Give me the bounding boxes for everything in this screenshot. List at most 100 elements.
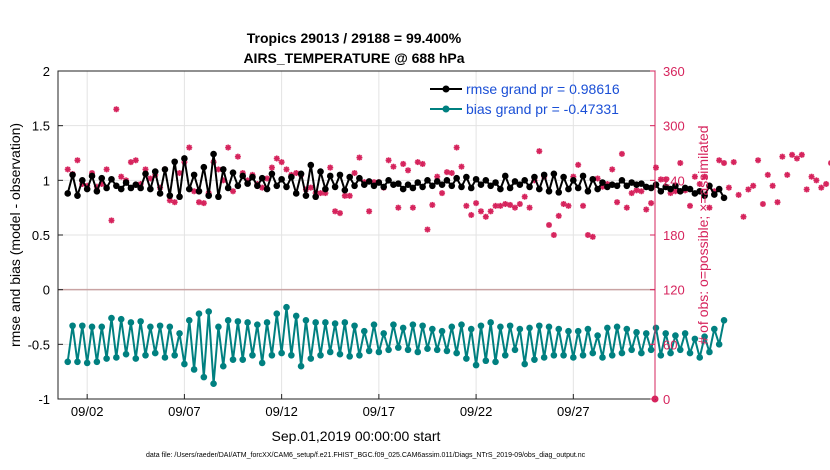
obs-mark-d2 bbox=[332, 208, 338, 215]
obs-point bbox=[609, 166, 616, 173]
bias-point bbox=[288, 351, 295, 359]
bias-point bbox=[701, 333, 708, 340]
obs-mark-d2 bbox=[453, 144, 460, 151]
rmse-point bbox=[545, 187, 553, 195]
rmse-point bbox=[448, 182, 456, 190]
x-axis-ticks: 09/02 09/07 09/12 09/17 09/22 09/27 bbox=[71, 394, 590, 419]
rmse-point bbox=[438, 181, 446, 189]
y2-tick-label: 360 bbox=[663, 64, 685, 79]
obs-point bbox=[453, 144, 460, 151]
obs-mark-d2 bbox=[735, 192, 742, 198]
obs-point bbox=[278, 159, 285, 166]
bias-point bbox=[176, 330, 183, 337]
chart-subtitle: AIRS_TEMPERATURE @ 688 hPa bbox=[243, 50, 464, 66]
obs-mark-d2 bbox=[633, 187, 640, 194]
obs-point bbox=[652, 164, 659, 171]
obs-mark-d2 bbox=[390, 163, 397, 170]
bias-point bbox=[540, 354, 548, 361]
bias-point bbox=[604, 324, 611, 332]
bias-point bbox=[681, 330, 689, 337]
obs-mark-d2 bbox=[385, 157, 392, 164]
series-rmse bbox=[64, 150, 728, 202]
rmse-point bbox=[326, 172, 334, 180]
x-axis-label: Sep.01,2019 00:00:00 start bbox=[272, 428, 441, 444]
obs-mark-d2 bbox=[672, 188, 679, 195]
y-tick-label: 0.5 bbox=[32, 228, 50, 243]
obs-mark-d2 bbox=[395, 204, 402, 211]
legend-bias-marker bbox=[442, 105, 450, 113]
rmse-point bbox=[239, 172, 247, 180]
obs-mark-d2 bbox=[74, 157, 81, 164]
y2-tick-label: 300 bbox=[663, 119, 685, 134]
obs-mark-d2 bbox=[560, 201, 567, 207]
rmse-point bbox=[210, 150, 217, 158]
rmse-point bbox=[487, 182, 494, 190]
bias-point bbox=[492, 358, 499, 366]
obs-point bbox=[774, 199, 781, 206]
rmse-point bbox=[720, 194, 728, 202]
rmse-point bbox=[477, 181, 485, 189]
rmse-point bbox=[458, 183, 465, 191]
obs-point bbox=[618, 150, 625, 157]
obs-mark-d2 bbox=[551, 232, 557, 238]
rmse-point bbox=[103, 184, 110, 192]
obs-mark-d2 bbox=[473, 200, 479, 206]
rmse-point bbox=[190, 171, 198, 179]
bias-point bbox=[395, 344, 402, 351]
obs-mark-d2 bbox=[687, 203, 693, 209]
rmse-point bbox=[297, 170, 305, 178]
x-tick-label: 09/12 bbox=[265, 404, 298, 419]
obs-mark-d2 bbox=[774, 199, 781, 205]
obs-point bbox=[225, 144, 232, 151]
obs-mark-d2 bbox=[346, 193, 353, 199]
obs-point bbox=[638, 188, 645, 195]
obs-point bbox=[463, 202, 470, 209]
obs-point bbox=[195, 199, 202, 206]
rmse-point bbox=[127, 184, 135, 192]
rmse-point bbox=[696, 187, 704, 195]
bias-point bbox=[516, 325, 524, 333]
x-tick-label: 09/22 bbox=[460, 404, 493, 419]
rmse-point bbox=[463, 173, 470, 181]
bias-point bbox=[375, 348, 383, 356]
bias-point bbox=[312, 319, 319, 326]
y-tick-label: 2 bbox=[43, 64, 50, 79]
obs-point bbox=[64, 166, 71, 173]
rmse-point bbox=[64, 190, 72, 197]
obs-mark-d2 bbox=[507, 202, 513, 208]
obs-point bbox=[458, 163, 465, 170]
rmse-point bbox=[351, 182, 358, 190]
rmse-point bbox=[584, 187, 592, 195]
obs-mark-d2 bbox=[478, 208, 484, 215]
obs-mark-d2 bbox=[517, 201, 523, 207]
obs-mark-d2 bbox=[400, 161, 406, 167]
bias-point bbox=[594, 332, 601, 339]
bias-point bbox=[151, 349, 159, 357]
obs-mark-d2 bbox=[327, 164, 334, 171]
rmse-point bbox=[375, 179, 383, 186]
rmse-point bbox=[88, 172, 96, 180]
obs-point bbox=[400, 160, 407, 167]
obs-mark-d2 bbox=[750, 183, 756, 189]
obs-mark-d2 bbox=[419, 161, 426, 167]
obs-point bbox=[701, 173, 708, 180]
rmse-point bbox=[399, 185, 407, 193]
obs-mark-d2 bbox=[721, 160, 727, 166]
obs-mark-d2 bbox=[176, 170, 183, 176]
obs-mark-d2 bbox=[745, 186, 752, 193]
rmse-point bbox=[599, 179, 606, 186]
obs-point bbox=[443, 169, 450, 176]
obs-mark-d2 bbox=[317, 190, 324, 196]
rmse-point bbox=[215, 193, 222, 201]
obs-point bbox=[429, 201, 436, 208]
obs-mark-d2 bbox=[463, 203, 470, 209]
bias-point bbox=[657, 351, 665, 359]
rmse-point bbox=[521, 177, 529, 184]
obs-mark-d2 bbox=[414, 159, 421, 165]
rmse-point bbox=[701, 192, 708, 199]
obs-point bbox=[477, 208, 484, 215]
obs-mark-d2 bbox=[585, 232, 591, 238]
bias-point bbox=[545, 323, 553, 331]
obs-point bbox=[132, 157, 139, 164]
